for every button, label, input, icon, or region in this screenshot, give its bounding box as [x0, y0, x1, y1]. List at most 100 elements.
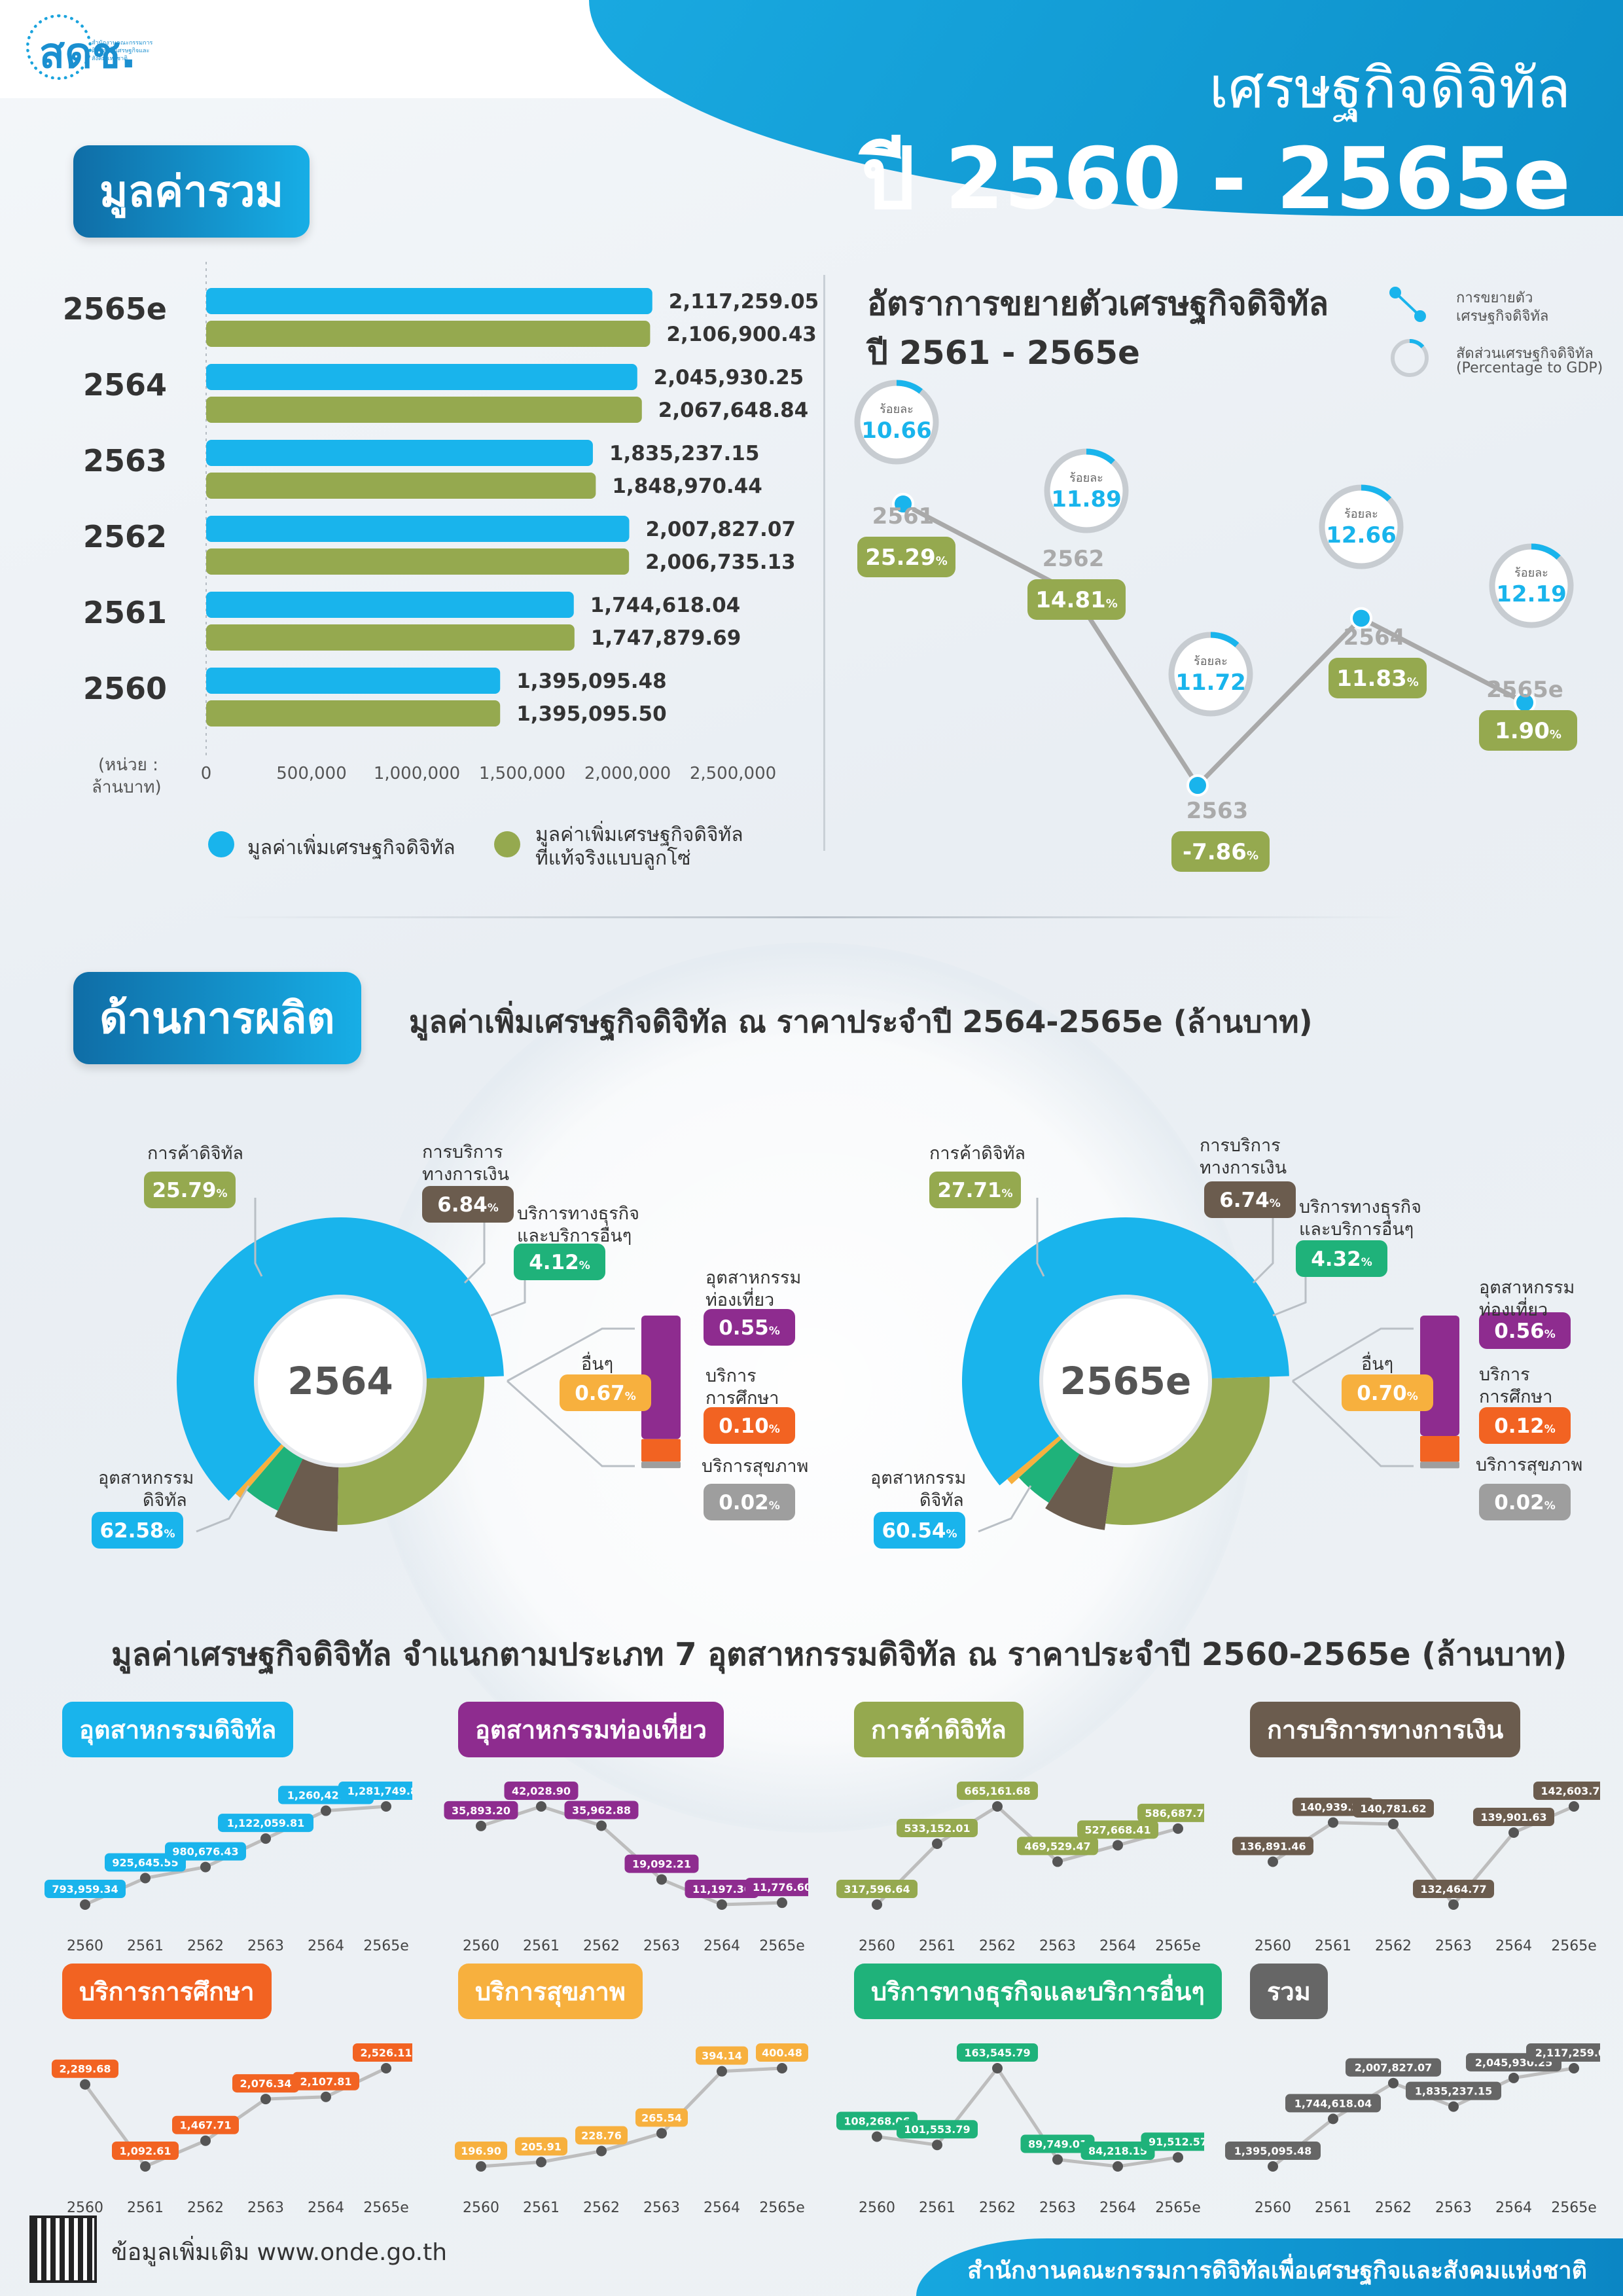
- more-info-link[interactable]: ข้อมูลเพิ่มเติม www.onde.go.th: [111, 2239, 448, 2266]
- industry-value-badge: [564, 1801, 639, 1820]
- industry-title-6: บริการทางธุรกิจและบริการอื่นๆ: [854, 1964, 1222, 2019]
- industry-value: 2,117,259.05: [1535, 2047, 1600, 2059]
- industry-value-badge: [1406, 2081, 1501, 2100]
- label-business-1-2564: บริการทางธุรกิจ: [517, 1204, 639, 1224]
- industry-point: [536, 1801, 546, 1812]
- industry-year-label: 2565e: [1155, 1938, 1201, 1954]
- industry-point: [1448, 2101, 1459, 2112]
- industry-value-badge: [232, 2074, 299, 2093]
- bar-category-label: 2565e: [63, 291, 167, 327]
- industry-value: 265.54: [641, 2111, 682, 2124]
- industry-title-5: บริการสุขภาพ: [458, 1964, 643, 2019]
- bar-real-2562: [206, 548, 630, 575]
- industry-value: 35,893.20: [452, 1804, 510, 1817]
- industry-value-badge: [575, 2126, 628, 2145]
- industry-value-badge: [897, 2120, 978, 2139]
- badge-health: [1479, 1484, 1571, 1520]
- industry-point: [932, 2140, 942, 2151]
- industry-value-badge: [1225, 2142, 1321, 2160]
- badge-other: [1342, 1374, 1433, 1411]
- industry-year-label: 2563: [1435, 1938, 1472, 1954]
- leader-line: [1252, 1217, 1274, 1284]
- industry-value-badge: [957, 2043, 1038, 2062]
- industry-value: 11,776.60: [753, 1881, 808, 1893]
- bar-value-label: 2,117,259.05: [669, 290, 818, 314]
- footer-agency: สำนักงานคณะกรรมการดิจิทัลเพื่อเศรษฐกิจแล…: [967, 2257, 1587, 2284]
- qr-code-icon[interactable]: [29, 2215, 97, 2283]
- gdp-share-arc: [1361, 484, 1392, 502]
- gdp-share-caption: ร้อยละ: [1514, 566, 1548, 580]
- industry-value: 89,749.01: [1028, 2138, 1087, 2151]
- bar-category-label: 2563: [83, 443, 167, 478]
- industry-year-label: 2563: [247, 1938, 284, 1954]
- industry-year-label: 2564: [704, 1938, 740, 1954]
- industry-year-label: 2563: [247, 2200, 284, 2216]
- donut-slice-4: [1007, 1433, 1065, 1484]
- industry-year-label: 2562: [979, 2200, 1016, 2216]
- other-breakdown-bar-2: [641, 1462, 681, 1469]
- growth-year-label: 2563: [1186, 798, 1249, 824]
- industry-title-0: อุตสาหกรรมดิจิทัล: [62, 1702, 294, 1757]
- gdp-share-value: 12.19: [1496, 581, 1567, 607]
- bar-real-2564: [206, 397, 642, 423]
- industry-value: 136,891.46: [1240, 1840, 1306, 1853]
- leader-line: [978, 1485, 1032, 1533]
- industry-line-chart-0: 793,959.34 2560 925,645.55 2561 980,676.43 25…: [45, 1782, 412, 1954]
- bar-value-label: 1,395,095.48: [516, 670, 666, 693]
- gdp-share-arc: [896, 380, 923, 394]
- bar-x-tick: 1,500,000: [479, 764, 565, 783]
- bar-value-label: 2,006,735.13: [645, 550, 795, 574]
- industry-value-badge: [624, 1854, 699, 1873]
- industry-point: [1113, 1840, 1123, 1851]
- industry-year-label: 2563: [643, 1938, 680, 1954]
- gdp-share-arc: [1210, 632, 1240, 647]
- industry-value-badge: [685, 1880, 759, 1898]
- growth-legend-icon: [1389, 287, 1426, 322]
- gdp-share-arc: [1086, 448, 1115, 465]
- bar-x-tick: 500,000: [276, 764, 347, 783]
- label-industry-1-2564: อุตสาหกรรม: [98, 1468, 194, 1488]
- share-legend-ring-icon: [1391, 338, 1429, 377]
- legend-growth-1: การขยายตัว: [1456, 290, 1533, 306]
- industry-point: [656, 2128, 667, 2139]
- badge-education: [704, 1407, 795, 1444]
- industry-year-label: 2565e: [759, 2200, 805, 2216]
- industry-title-1: อุตสาหกรรมท่องเที่ยว: [458, 1702, 724, 1757]
- industry-point: [1173, 2152, 1183, 2163]
- industry-value: 163,545.79: [964, 2047, 1030, 2059]
- industry-point: [1328, 2113, 1338, 2125]
- bar-nominal-2565e: [206, 288, 652, 314]
- industry-value: 1,395,095.48: [1234, 2145, 1311, 2157]
- leader-line: [1272, 1270, 1307, 1317]
- industry-point: [992, 1801, 1003, 1812]
- donut-slice-2: [275, 1454, 339, 1532]
- industry-value: 91,512.57: [1149, 2136, 1204, 2148]
- total-value-bar-chart: 2565e 2,117,259.05 2,106,900.43 2564 2,045,9…: [63, 262, 818, 783]
- industry-value: 1,092.61: [120, 2145, 171, 2157]
- industry-title-7: รวม: [1250, 1964, 1328, 2019]
- bar-x-tick: 2,500,000: [690, 764, 776, 783]
- industry-value: 84,218.15: [1088, 2145, 1147, 2157]
- industry-value-badge: [504, 1782, 579, 1800]
- industry-year-label: 2562: [583, 1938, 620, 1954]
- growth-value: 25.29%: [865, 545, 948, 571]
- industry-line: [876, 2065, 1179, 2168]
- bar-nominal-2562: [206, 516, 630, 542]
- industry-point: [260, 1833, 271, 1844]
- legend-green-label-2: ที่แท้จริงแบบลูกโซ่: [535, 847, 691, 870]
- bar-real-2563: [206, 473, 596, 499]
- industry-point: [1268, 2161, 1278, 2172]
- industry-value: 139,901.63: [1480, 1811, 1546, 1823]
- label-business-2-2565e: และบริการอื่นๆ: [1299, 1219, 1414, 1240]
- industry-value: 101,553.79: [904, 2123, 970, 2136]
- industry-point: [1173, 1823, 1183, 1834]
- industry-year-label: 2560: [1255, 2200, 1291, 2216]
- industry-value: 665,161.68: [964, 1785, 1030, 1797]
- growth-badge-2565e: [1479, 710, 1577, 751]
- page-title: เศรษฐกิจดิจิทัล: [1209, 56, 1571, 121]
- industry-title-4: บริการการศึกษา: [62, 1964, 272, 2019]
- label-finance-2-2565e: ทางการเงิน: [1200, 1158, 1287, 1178]
- industry-value: 2,289.68: [60, 2063, 111, 2075]
- label-finance-1-2565e: การบริการ: [1200, 1136, 1281, 1156]
- badge-education: [1479, 1407, 1571, 1444]
